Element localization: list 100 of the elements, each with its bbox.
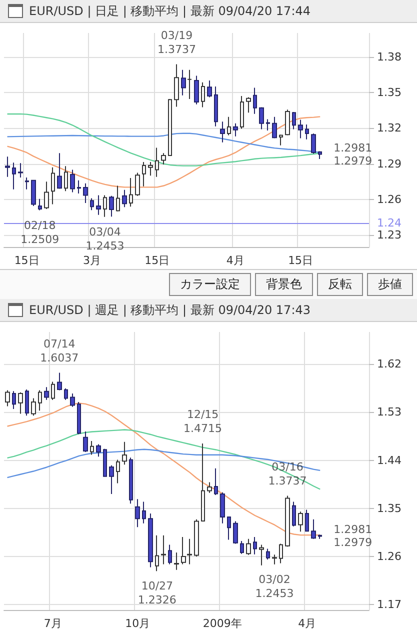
candlestick [161,152,166,165]
candlestick [292,112,296,130]
x-tick-label: 4月 [298,617,316,630]
candlestick [305,509,309,532]
annotation: 1.6037 [40,351,79,364]
candlestick [318,150,322,160]
annotation: 12/15 [186,408,219,421]
candlestick [318,534,322,540]
candlestick [116,459,120,484]
candlestick [266,118,270,131]
candlestick [109,464,114,494]
candlestick [77,180,81,194]
candlestick [168,98,172,157]
x-tick-label: 4月 [226,254,244,267]
y-tick-label: 1.32 [377,122,402,135]
candlestick [207,482,212,494]
candlestick [246,538,251,556]
candlestick [174,552,179,570]
candlestick [31,179,36,206]
candlestick [135,172,140,196]
candlestick [246,96,251,114]
candlestick [44,386,49,400]
annotation: 03/02 [258,572,290,586]
candlestick [103,194,107,218]
candlestick [272,554,277,565]
candlestick [285,495,290,548]
candlestick [96,194,101,216]
candlestick [272,116,277,139]
candlestick [259,106,264,130]
candlestick [194,518,199,558]
candlestick [155,147,159,178]
ref-line-label: 1.24 [377,216,402,230]
annotation: 1.2326 [138,594,176,607]
y-tick-label: 1.23 [377,228,402,242]
candlestick [64,166,68,192]
candlestick [298,119,303,139]
candlestick [5,156,10,178]
candlestick [155,534,159,572]
line-series [6,132,321,154]
candlestick [279,543,283,564]
candlestick [51,381,55,400]
candlestick [174,64,179,108]
candlestick [12,162,16,190]
candlestick [220,121,225,143]
candlestick [227,516,231,540]
candlestick [109,195,114,218]
candlestick [233,520,238,544]
candlestick [64,388,68,400]
text: 1.2979 [334,154,372,168]
candlestick [142,161,146,187]
y-tick-label: 1.26 [377,550,402,564]
candlestick [129,178,133,208]
candlestick [168,544,172,565]
y-tick-label: 1.26 [377,192,402,206]
y-tick-label: 1.29 [377,157,402,170]
candlestick [57,372,62,391]
candlestick [122,189,127,208]
candlestick [77,402,81,435]
text: 反転 [317,273,363,296]
y-tick-label: 1.38 [377,50,402,64]
candlestick [194,75,199,105]
annotation: 1.4715 [184,422,222,435]
x-tick-label: 3月 [82,254,101,267]
candlestick [70,392,75,408]
y-tick-label: 1.17 [377,598,402,612]
candlestick [90,198,94,211]
candlestick [122,441,127,466]
candlestick [142,501,146,524]
candlestick [90,440,94,456]
candlestick [259,544,264,566]
candlestick [305,124,309,140]
candlestick [187,69,192,100]
text: 1.2981 [334,523,372,536]
candlestick [285,109,290,136]
candlestick [96,444,101,458]
y-tick-label: 1.44 [377,454,402,467]
candlestick [201,82,205,108]
candlestick [70,169,75,193]
y-tick-label: 1.35 [377,502,402,515]
candlestick [298,511,303,532]
candlestick [227,116,231,136]
annotation: 03/19 [160,28,193,42]
candlestick [38,390,42,412]
candlestick [18,162,23,178]
line-series [6,116,321,188]
candlestick [148,161,153,176]
candlestick [207,80,212,98]
candlestick [311,518,316,540]
candlestick [253,87,257,114]
candlestick [187,538,192,565]
candlestick [220,492,225,524]
annotation: 1.2453 [86,239,124,252]
text: カラー設定 [169,273,251,296]
chart-title: EUR/USD | 日足 | 移動平均 | 最新 09/04/20 17:44 [29,2,311,20]
y-tick-label: 1.35 [377,86,402,99]
line-series [6,402,321,536]
candlestick [148,513,153,568]
candlestick [38,198,42,211]
candlestick [181,536,186,565]
candlestick [266,548,270,560]
